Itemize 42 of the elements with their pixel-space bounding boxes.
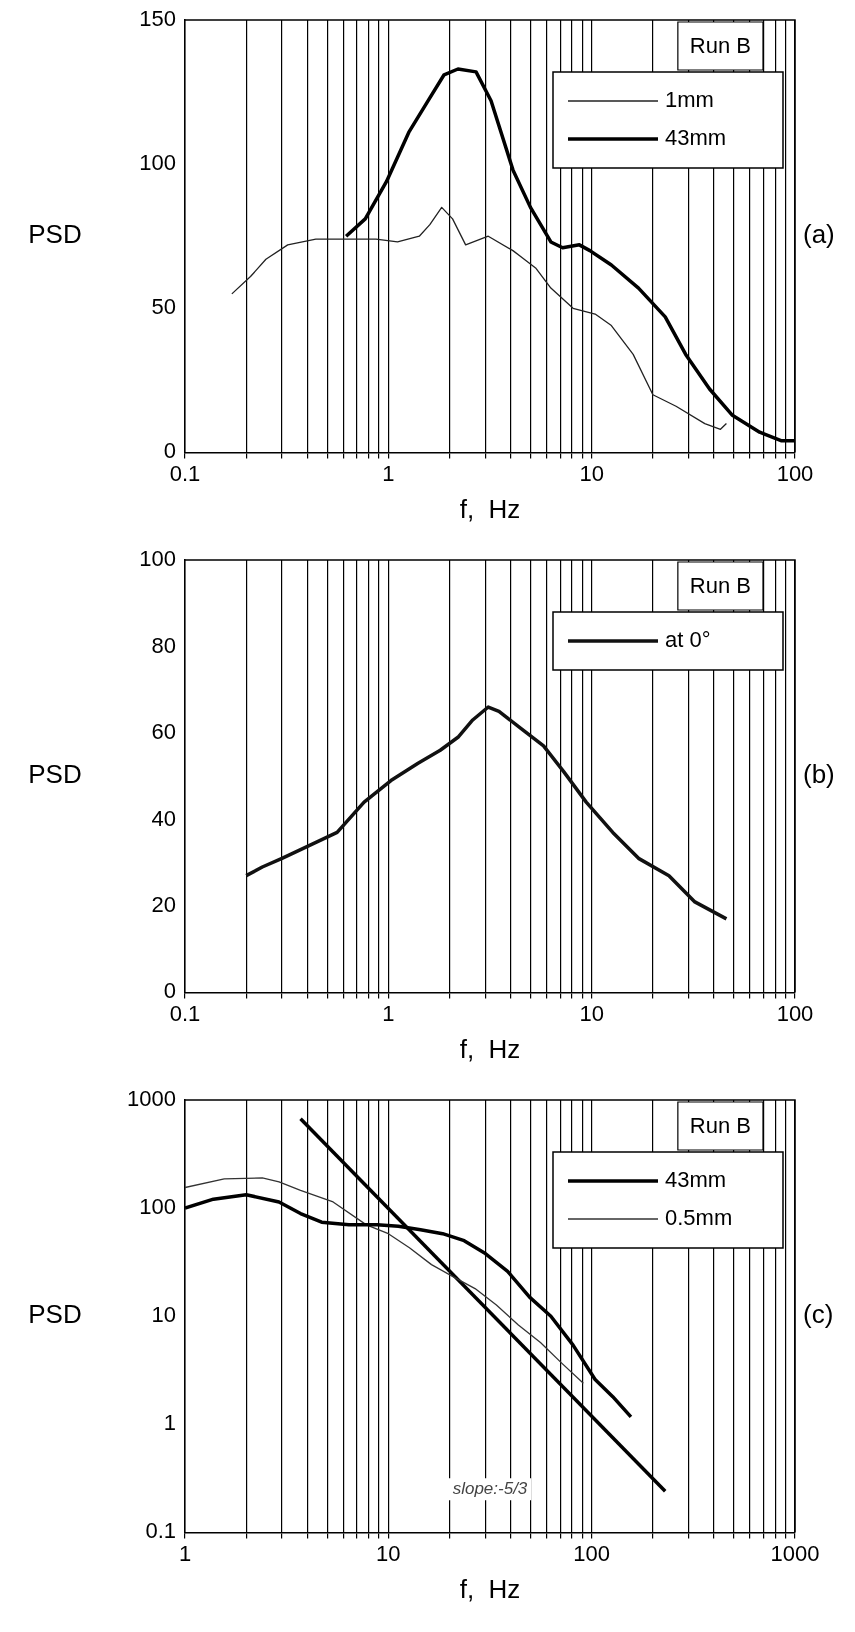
x-axis-title: f, Hz xyxy=(459,493,521,524)
y-tick-label: 150 xyxy=(139,6,176,32)
legend-label: 43mm xyxy=(665,125,727,151)
x-tick-label: 10 xyxy=(376,1540,401,1566)
x-tick-label: 100 xyxy=(776,1000,814,1026)
y-tick-label: 60 xyxy=(151,719,176,745)
legend-title: Run B xyxy=(689,1113,752,1139)
x-tick-label: 1000 xyxy=(770,1540,820,1566)
y-tick-label: 100 xyxy=(139,150,176,176)
y-tick-label: 1 xyxy=(163,1410,176,1436)
text: (c) xyxy=(803,1299,834,1330)
x-tick-label: 1 xyxy=(382,1000,395,1026)
legend-label: 1mm xyxy=(665,87,714,113)
x-tick-label: 10 xyxy=(579,1000,604,1026)
y-tick-label: 80 xyxy=(151,632,176,658)
text: (b) xyxy=(803,759,835,790)
legend-label: at 0° xyxy=(665,627,711,653)
x-tick-label: 1 xyxy=(382,460,395,486)
text: (a) xyxy=(803,219,835,250)
legend-label: 0.5mm xyxy=(665,1205,733,1231)
x-tick-label: 10 xyxy=(579,460,604,486)
y-tick-label: 50 xyxy=(151,294,176,320)
annotation: slope:-5/3 xyxy=(452,1478,528,1498)
x-axis-title: f, Hz xyxy=(459,1033,521,1064)
legend-title: Run B xyxy=(689,33,752,59)
x-axis-title: f, Hz xyxy=(459,1573,521,1604)
y-tick-label: 40 xyxy=(151,805,176,831)
y-tick-label: 0.1 xyxy=(145,1518,176,1544)
y-tick-label: 1000 xyxy=(127,1086,176,1112)
y-axis-title: PSD xyxy=(28,1299,82,1330)
y-tick-label: 100 xyxy=(139,1194,176,1220)
y-tick-label: 100 xyxy=(139,546,176,572)
legend-title: Run B xyxy=(689,573,752,599)
x-tick-label: 100 xyxy=(776,460,814,486)
y-tick-label: 0 xyxy=(163,978,176,1004)
y-tick-label: 0 xyxy=(163,438,176,464)
x-tick-label: 100 xyxy=(573,1540,611,1566)
y-tick-label: 20 xyxy=(151,891,176,917)
y-axis-title: PSD xyxy=(28,759,82,790)
y-tick-label: 10 xyxy=(151,1302,176,1328)
y-axis-title: PSD xyxy=(28,219,82,250)
legend-label: 43mm xyxy=(665,1167,727,1193)
